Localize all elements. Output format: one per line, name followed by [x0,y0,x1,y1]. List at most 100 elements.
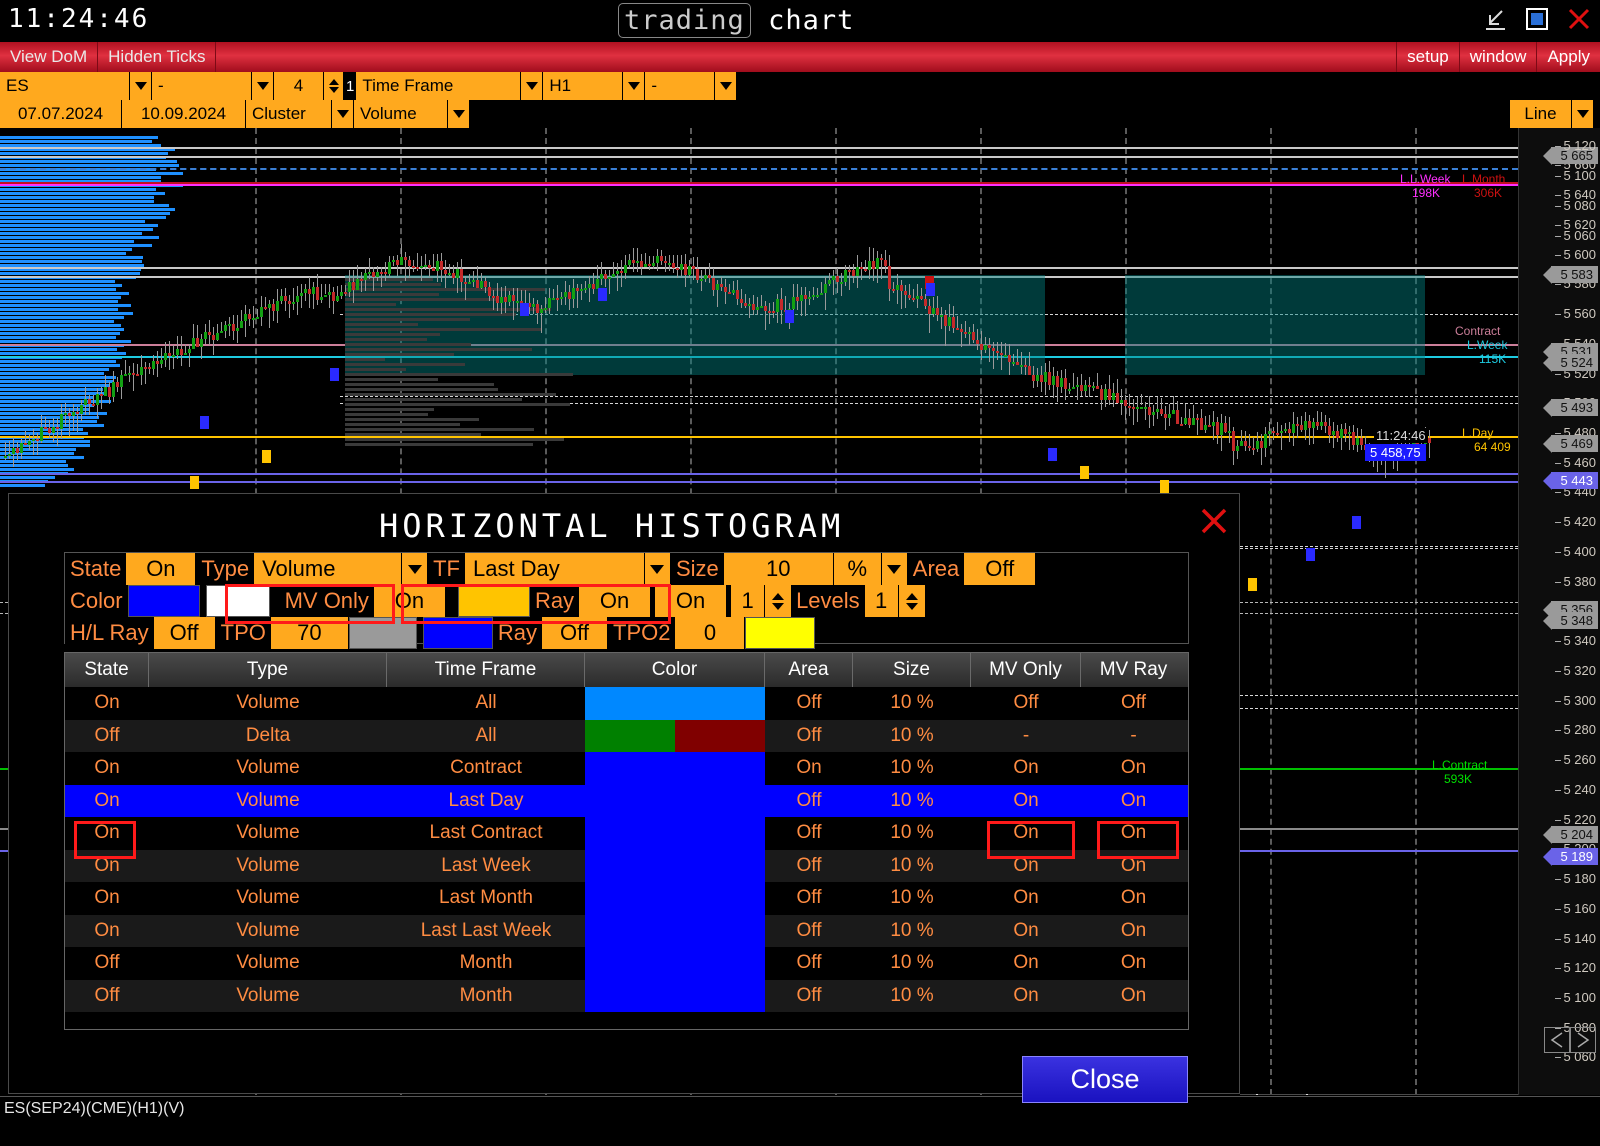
timeframe-value-dropdown-icon[interactable] [623,72,646,100]
cell-color[interactable] [585,979,765,1012]
tf-dropdown-icon[interactable] [644,553,671,585]
cell-mv-ray[interactable]: On [1120,887,1147,909]
table-row[interactable]: Off Delta All Off 10 % - - [65,719,1188,752]
datatype-dropdown-icon[interactable] [448,100,470,128]
close-icon[interactable] [1566,6,1592,32]
cell-area[interactable]: Off [796,822,822,844]
cell-state[interactable]: On [94,822,120,844]
tpo-value[interactable]: 70 [270,617,349,649]
cell-time-frame[interactable]: Last Contract [429,822,543,844]
cell-state[interactable]: On [94,854,120,876]
color-swatch[interactable] [585,849,765,882]
table-row[interactable]: On Volume Last Week Off 10 % On On [65,849,1188,882]
table-header-color[interactable]: Color [585,653,765,687]
dialog-close-icon[interactable] [1199,506,1229,536]
cell-mv-only[interactable]: On [1013,757,1039,779]
cell-mv-only[interactable]: On [1013,789,1039,811]
cell-type[interactable]: Volume [236,822,300,844]
cell-size[interactable]: 10 % [890,952,934,974]
color-swatch-secondary[interactable] [205,585,270,617]
cell-size[interactable]: 10 % [890,984,934,1006]
restore-icon[interactable] [1524,6,1550,32]
cell-mv-only[interactable]: On [1013,854,1039,876]
ray-value-1[interactable]: On [579,585,652,617]
cell-state[interactable]: On [94,887,120,909]
cell-time-frame[interactable]: Last Last Week [420,919,552,941]
ticks-stepper[interactable] [324,72,344,100]
horizontal-histogram-dialog[interactable]: HORIZONTAL HISTOGRAM State On Type Volum… [8,493,1240,1103]
table-row[interactable]: On Volume Last Month Off 10 % On On [65,882,1188,915]
tpo2-value[interactable]: 0 [675,617,746,649]
cell-color[interactable] [585,752,765,785]
menu-item-window[interactable]: window [1458,42,1537,72]
cell-mv-ray[interactable]: Off [1121,692,1146,714]
cell-state[interactable]: Off [94,952,120,974]
date-from-field[interactable]: 07.07.2024 [0,100,122,128]
cell-size[interactable]: 10 % [890,919,934,941]
table-row[interactable]: On Volume Contract On 10 % On On [65,752,1188,785]
cell-color[interactable] [585,687,765,720]
nav-next-icon[interactable] [1570,1027,1596,1053]
cell-area[interactable]: Off [796,692,822,714]
ray-count-value[interactable]: 1 [731,585,766,617]
cell-time-frame[interactable]: Last Week [441,854,531,876]
cell-area[interactable]: Off [796,919,822,941]
table-row[interactable]: On Volume Last Contract Off 10 % On On [65,817,1188,850]
menu-item-setup[interactable]: setup [1396,42,1459,72]
menu-item-view-dom[interactable]: View DoM [0,42,99,72]
cell-mv-ray[interactable]: On [1120,822,1147,844]
cell-size[interactable]: 10 % [890,724,934,746]
cell-mv-ray[interactable]: On [1120,919,1147,941]
cell-mv-only[interactable]: On [1013,952,1039,974]
cell-time-frame[interactable]: Month [459,984,513,1006]
cell-area[interactable]: Off [796,789,822,811]
cell-time-frame[interactable]: All [475,724,497,746]
cell-mv-only[interactable]: On [1013,984,1039,1006]
nav-prev-icon[interactable] [1544,1027,1570,1053]
cell-color[interactable] [585,849,765,882]
color-swatch[interactable] [585,687,765,720]
color-swatch[interactable] [675,719,765,752]
table-header-size[interactable]: Size [853,653,971,687]
table-header-state[interactable]: State [65,653,149,687]
symbol-dropdown-icon[interactable] [130,72,152,100]
cell-mv-ray[interactable]: On [1120,789,1147,811]
symbol-field[interactable]: ES [0,72,130,100]
color-swatch[interactable] [585,979,765,1012]
cell-area[interactable]: Off [796,854,822,876]
ray-color-swatch[interactable] [457,585,530,617]
menu-item-apply[interactable]: Apply [1536,42,1600,72]
date-to-field[interactable]: 10.09.2024 [122,100,246,128]
table-row[interactable]: On Volume All Off 10 % Off Off [65,687,1188,720]
cell-type[interactable]: Volume [236,919,300,941]
mode-dropdown-icon[interactable] [332,100,354,128]
cell-state[interactable]: On [94,919,120,941]
cell-color[interactable] [585,817,765,850]
state-value[interactable]: On [126,553,197,585]
cell-type[interactable]: Volume [236,854,300,876]
cell-size[interactable]: 10 % [890,692,934,714]
cell-size[interactable]: 10 % [890,822,934,844]
cell-time-frame[interactable]: Month [459,952,513,974]
cell-state[interactable]: Off [94,984,120,1006]
table-header-time-frame[interactable]: Time Frame [387,653,585,687]
size-unit-dropdown-icon[interactable] [881,553,908,585]
timeframe-dropdown-icon[interactable] [521,72,544,100]
cell-mv-only[interactable]: On [1013,887,1039,909]
datatype-field[interactable]: Volume [354,100,448,128]
cell-mv-ray[interactable]: On [1120,757,1147,779]
mode-field[interactable]: Cluster [246,100,332,128]
cell-mv-only[interactable]: On [1013,822,1039,844]
levels-value[interactable]: 1 [864,585,899,617]
close-button[interactable]: Close [1022,1056,1188,1103]
symbol2-dropdown-icon[interactable] [252,72,274,100]
cell-area[interactable]: Off [796,984,822,1006]
timeframe-value-field[interactable]: H1 [543,72,624,100]
cell-mv-ray[interactable]: On [1120,854,1147,876]
ticks-field[interactable]: 4 [274,72,324,100]
color-swatch[interactable] [585,752,765,785]
cell-type[interactable]: Volume [236,757,300,779]
cell-color[interactable] [585,784,765,817]
cell-size[interactable]: 10 % [890,854,934,876]
